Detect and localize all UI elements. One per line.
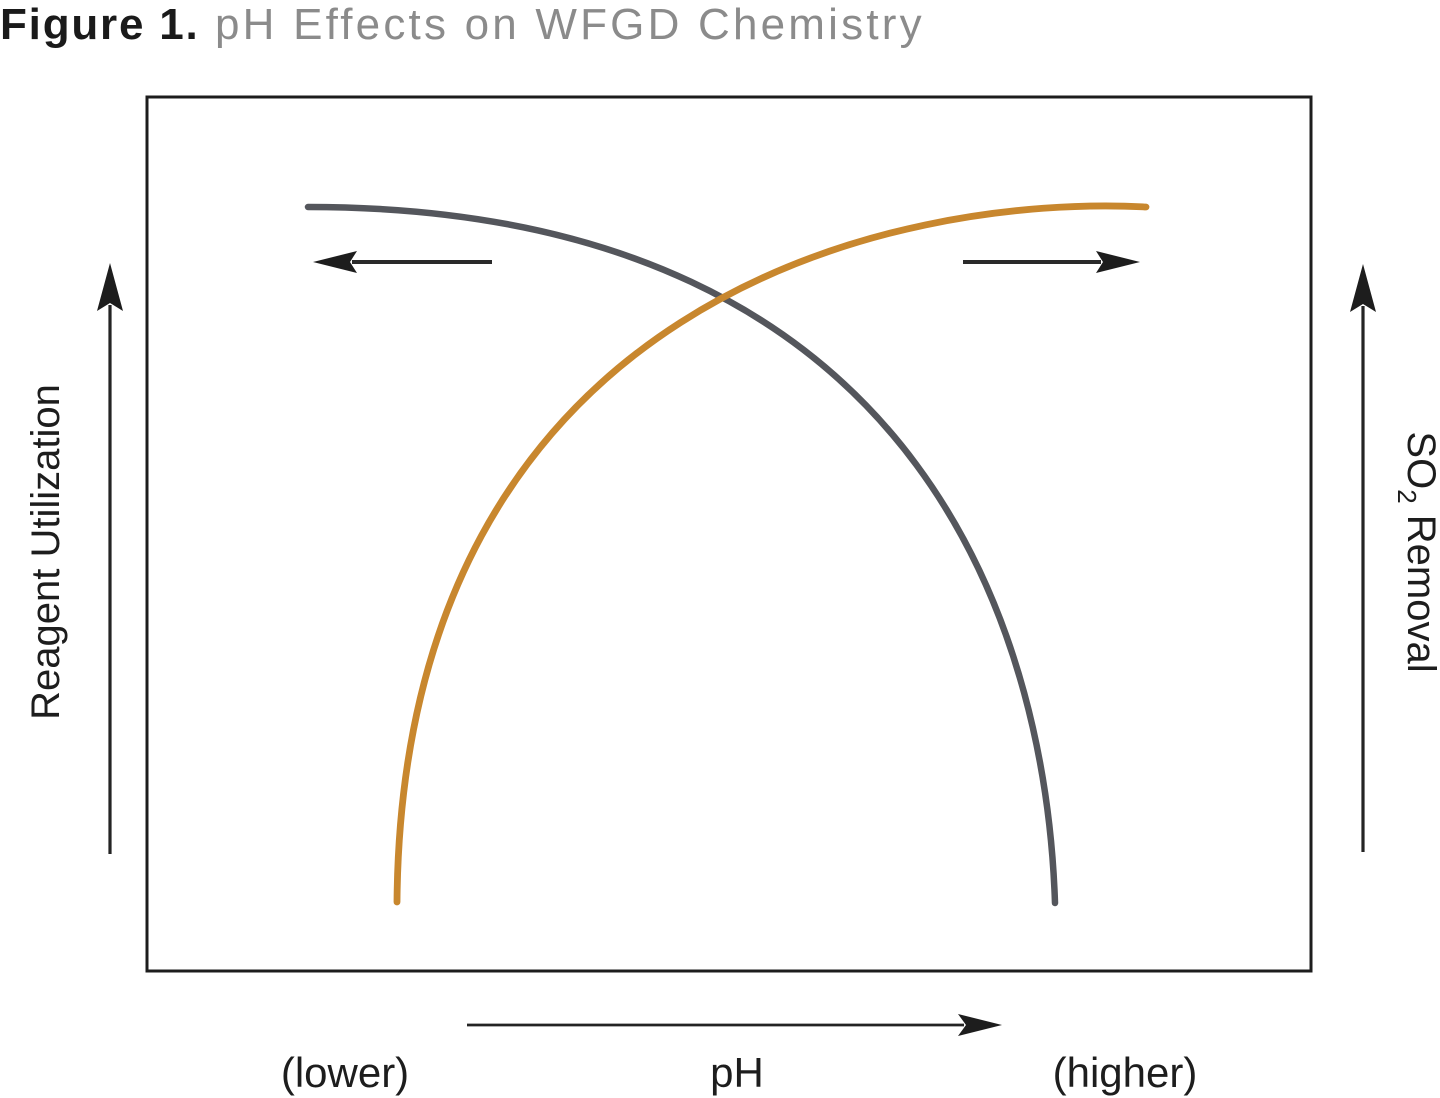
svg-text:Reagent Utilization: Reagent Utilization: [24, 384, 68, 720]
svg-text:(lower): (lower): [281, 1049, 409, 1096]
svg-text:(higher): (higher): [1053, 1049, 1198, 1096]
svg-text:SO2 Removal: SO2 Removal: [1392, 431, 1440, 672]
svg-text:pH: pH: [710, 1049, 764, 1096]
svg-text:Figure 1. pH Effects on WFGD C: Figure 1. pH Effects on WFGD Chemistry: [0, 0, 925, 49]
